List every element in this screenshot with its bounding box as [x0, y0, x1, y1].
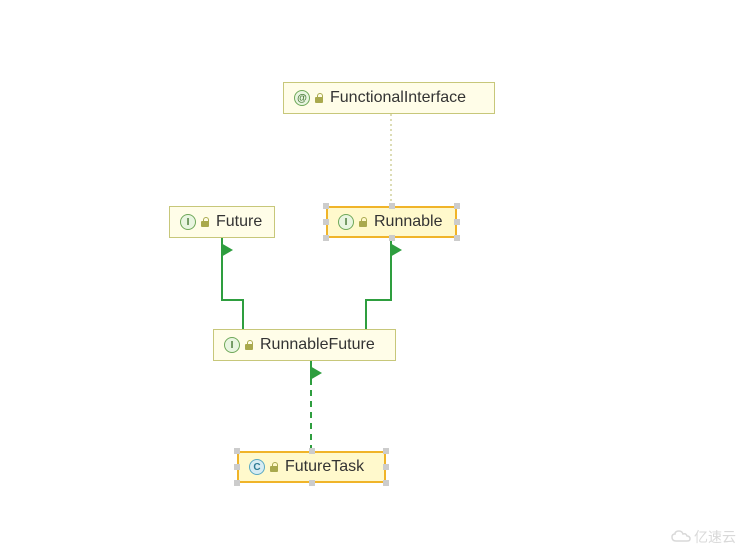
interface-icon: I — [224, 337, 240, 353]
selection-handle[interactable] — [383, 464, 389, 470]
edge-runnablefuture-to-runnable — [366, 250, 391, 329]
lock-icon — [358, 217, 368, 227]
node-label: Runnable — [374, 213, 443, 231]
node-future[interactable]: I Future — [169, 206, 275, 238]
node-label: FutureTask — [285, 458, 364, 476]
selection-handle[interactable] — [454, 235, 460, 241]
selection-handle[interactable] — [309, 480, 315, 486]
selection-handle[interactable] — [323, 203, 329, 209]
lock-icon — [244, 340, 254, 350]
selection-handle[interactable] — [454, 219, 460, 225]
class-icon: C — [249, 459, 265, 475]
selection-handle[interactable] — [383, 448, 389, 454]
lock-icon — [200, 217, 210, 227]
selection-handle[interactable] — [323, 219, 329, 225]
interface-icon: I — [338, 214, 354, 230]
node-futuretask[interactable]: C FutureTask — [237, 451, 386, 483]
node-label: FunctionalInterface — [330, 89, 466, 107]
selection-handle[interactable] — [454, 203, 460, 209]
node-functionalinterface[interactable]: @ FunctionalInterface — [283, 82, 495, 114]
watermark: 亿速云 — [670, 527, 736, 547]
lock-icon — [269, 462, 279, 472]
watermark-text: 亿速云 — [694, 527, 736, 547]
edge-runnablefuture-to-future — [222, 250, 243, 329]
selection-handle[interactable] — [383, 480, 389, 486]
node-label: Future — [216, 213, 262, 231]
selection-handle[interactable] — [309, 448, 315, 454]
interface-icon: I — [180, 214, 196, 230]
selection-handle[interactable] — [234, 464, 240, 470]
selection-handle[interactable] — [234, 480, 240, 486]
selection-handle[interactable] — [389, 203, 395, 209]
selection-handle[interactable] — [234, 448, 240, 454]
node-label: RunnableFuture — [260, 336, 375, 354]
node-runnable[interactable]: I Runnable — [326, 206, 457, 238]
node-runnablefuture[interactable]: I RunnableFuture — [213, 329, 396, 361]
selection-handle[interactable] — [323, 235, 329, 241]
annotation-icon: @ — [294, 90, 310, 106]
lock-icon — [314, 93, 324, 103]
selection-handle[interactable] — [389, 235, 395, 241]
